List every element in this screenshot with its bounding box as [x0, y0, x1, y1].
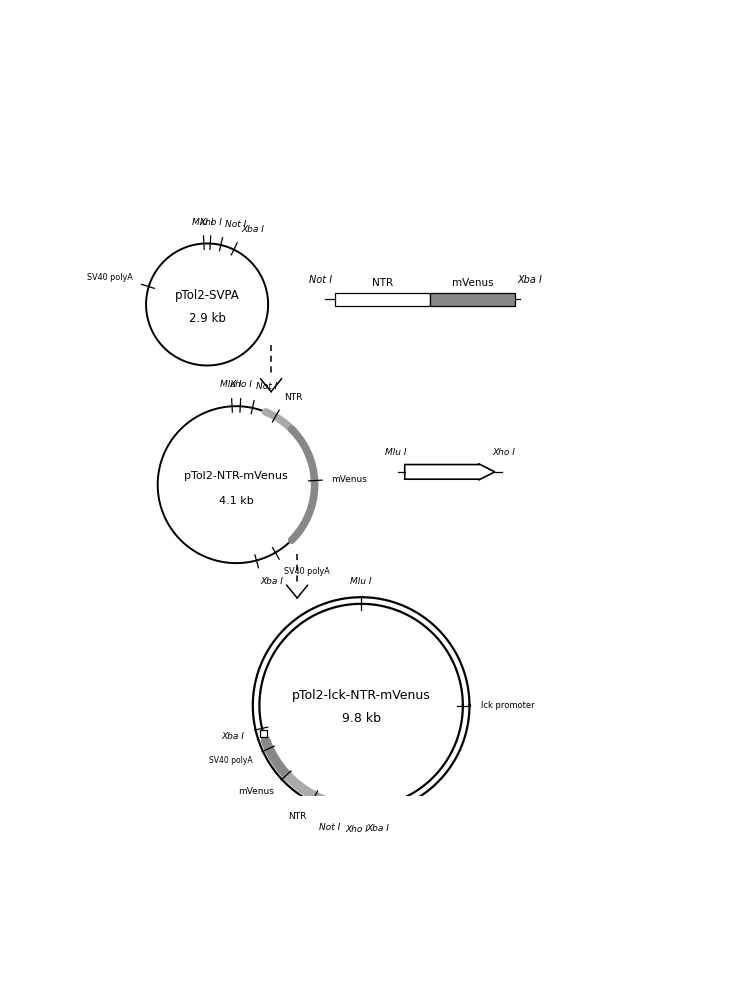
Text: Not I: Not I — [224, 220, 246, 229]
Bar — [430, 293, 515, 306]
Text: Xho I: Xho I — [492, 448, 515, 457]
Text: Mlu I: Mlu I — [220, 380, 242, 389]
Text: Mlu I: Mlu I — [350, 577, 372, 586]
Text: SV40 polyA: SV40 polyA — [284, 567, 329, 576]
Text: Mlu I: Mlu I — [192, 218, 214, 227]
Text: pTol2-lck-NTR-mVenus: pTol2-lck-NTR-mVenus — [292, 689, 430, 702]
Text: NTR: NTR — [372, 278, 393, 288]
Text: Xba I: Xba I — [518, 275, 542, 285]
Text: Xba I: Xba I — [261, 577, 284, 586]
Bar — [260, 730, 266, 737]
Text: NTR: NTR — [284, 393, 302, 402]
Text: Xho I: Xho I — [346, 825, 368, 834]
Text: Xho I: Xho I — [230, 380, 253, 389]
Text: mVenus: mVenus — [452, 278, 494, 288]
Text: Not I: Not I — [256, 382, 278, 391]
Text: Not I: Not I — [309, 275, 332, 285]
Text: mVenus: mVenus — [238, 787, 274, 796]
Text: mVenus: mVenus — [332, 475, 368, 484]
Text: Xba I: Xba I — [366, 824, 389, 833]
Bar — [335, 293, 430, 306]
Text: 2.9 kb: 2.9 kb — [189, 312, 226, 326]
Text: NTR: NTR — [289, 812, 307, 821]
Text: 4.1 kb: 4.1 kb — [219, 496, 254, 506]
Text: Xba I: Xba I — [221, 732, 245, 741]
Text: Xho I: Xho I — [200, 218, 223, 227]
Text: Not I: Not I — [319, 823, 340, 832]
Text: Mlu I: Mlu I — [386, 448, 406, 457]
Text: Xba I: Xba I — [242, 225, 264, 234]
Text: SV40 polyA: SV40 polyA — [87, 273, 133, 282]
Text: pTol2-SVPA: pTol2-SVPA — [175, 289, 239, 302]
Text: 9.8 kb: 9.8 kb — [341, 712, 380, 725]
Text: pTol2-NTR-mVenus: pTol2-NTR-mVenus — [184, 471, 288, 481]
Text: lck promoter: lck promoter — [481, 701, 535, 710]
Text: SV40 polyA: SV40 polyA — [209, 756, 253, 765]
Polygon shape — [405, 464, 495, 480]
